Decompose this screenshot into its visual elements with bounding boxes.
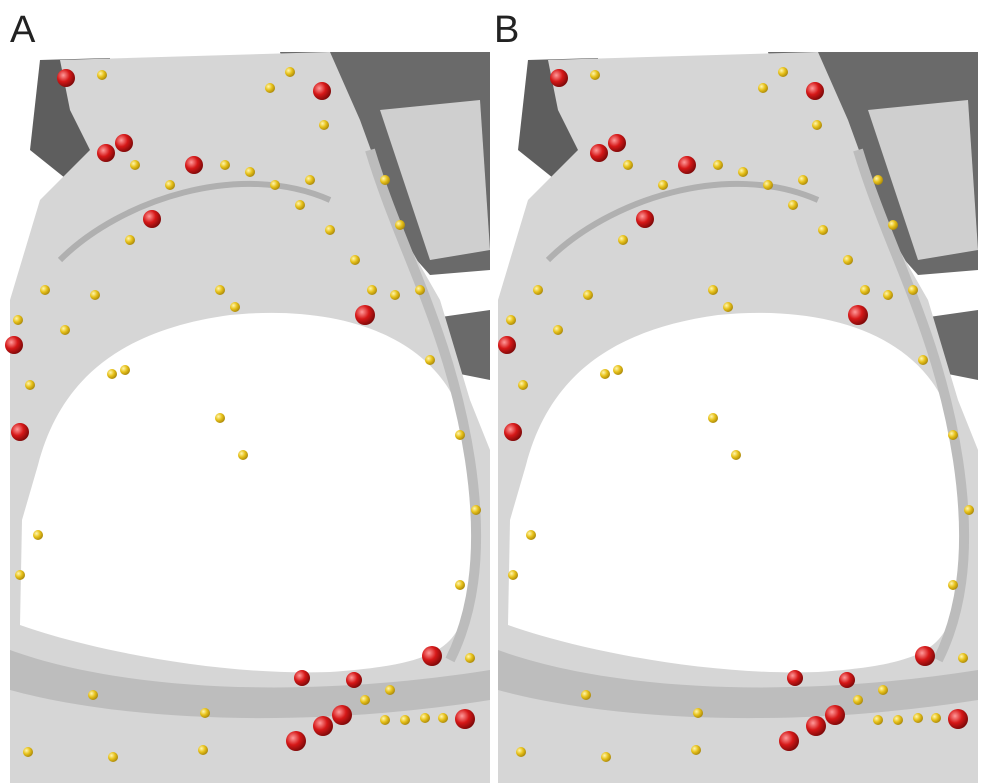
panel-b bbox=[498, 52, 978, 783]
panel-label: A bbox=[10, 9, 36, 51]
surface-render bbox=[498, 52, 978, 783]
panel-a bbox=[5, 52, 490, 783]
surface-render bbox=[10, 52, 490, 783]
figure: A B bbox=[0, 0, 990, 783]
panel-label: B bbox=[494, 9, 519, 51]
